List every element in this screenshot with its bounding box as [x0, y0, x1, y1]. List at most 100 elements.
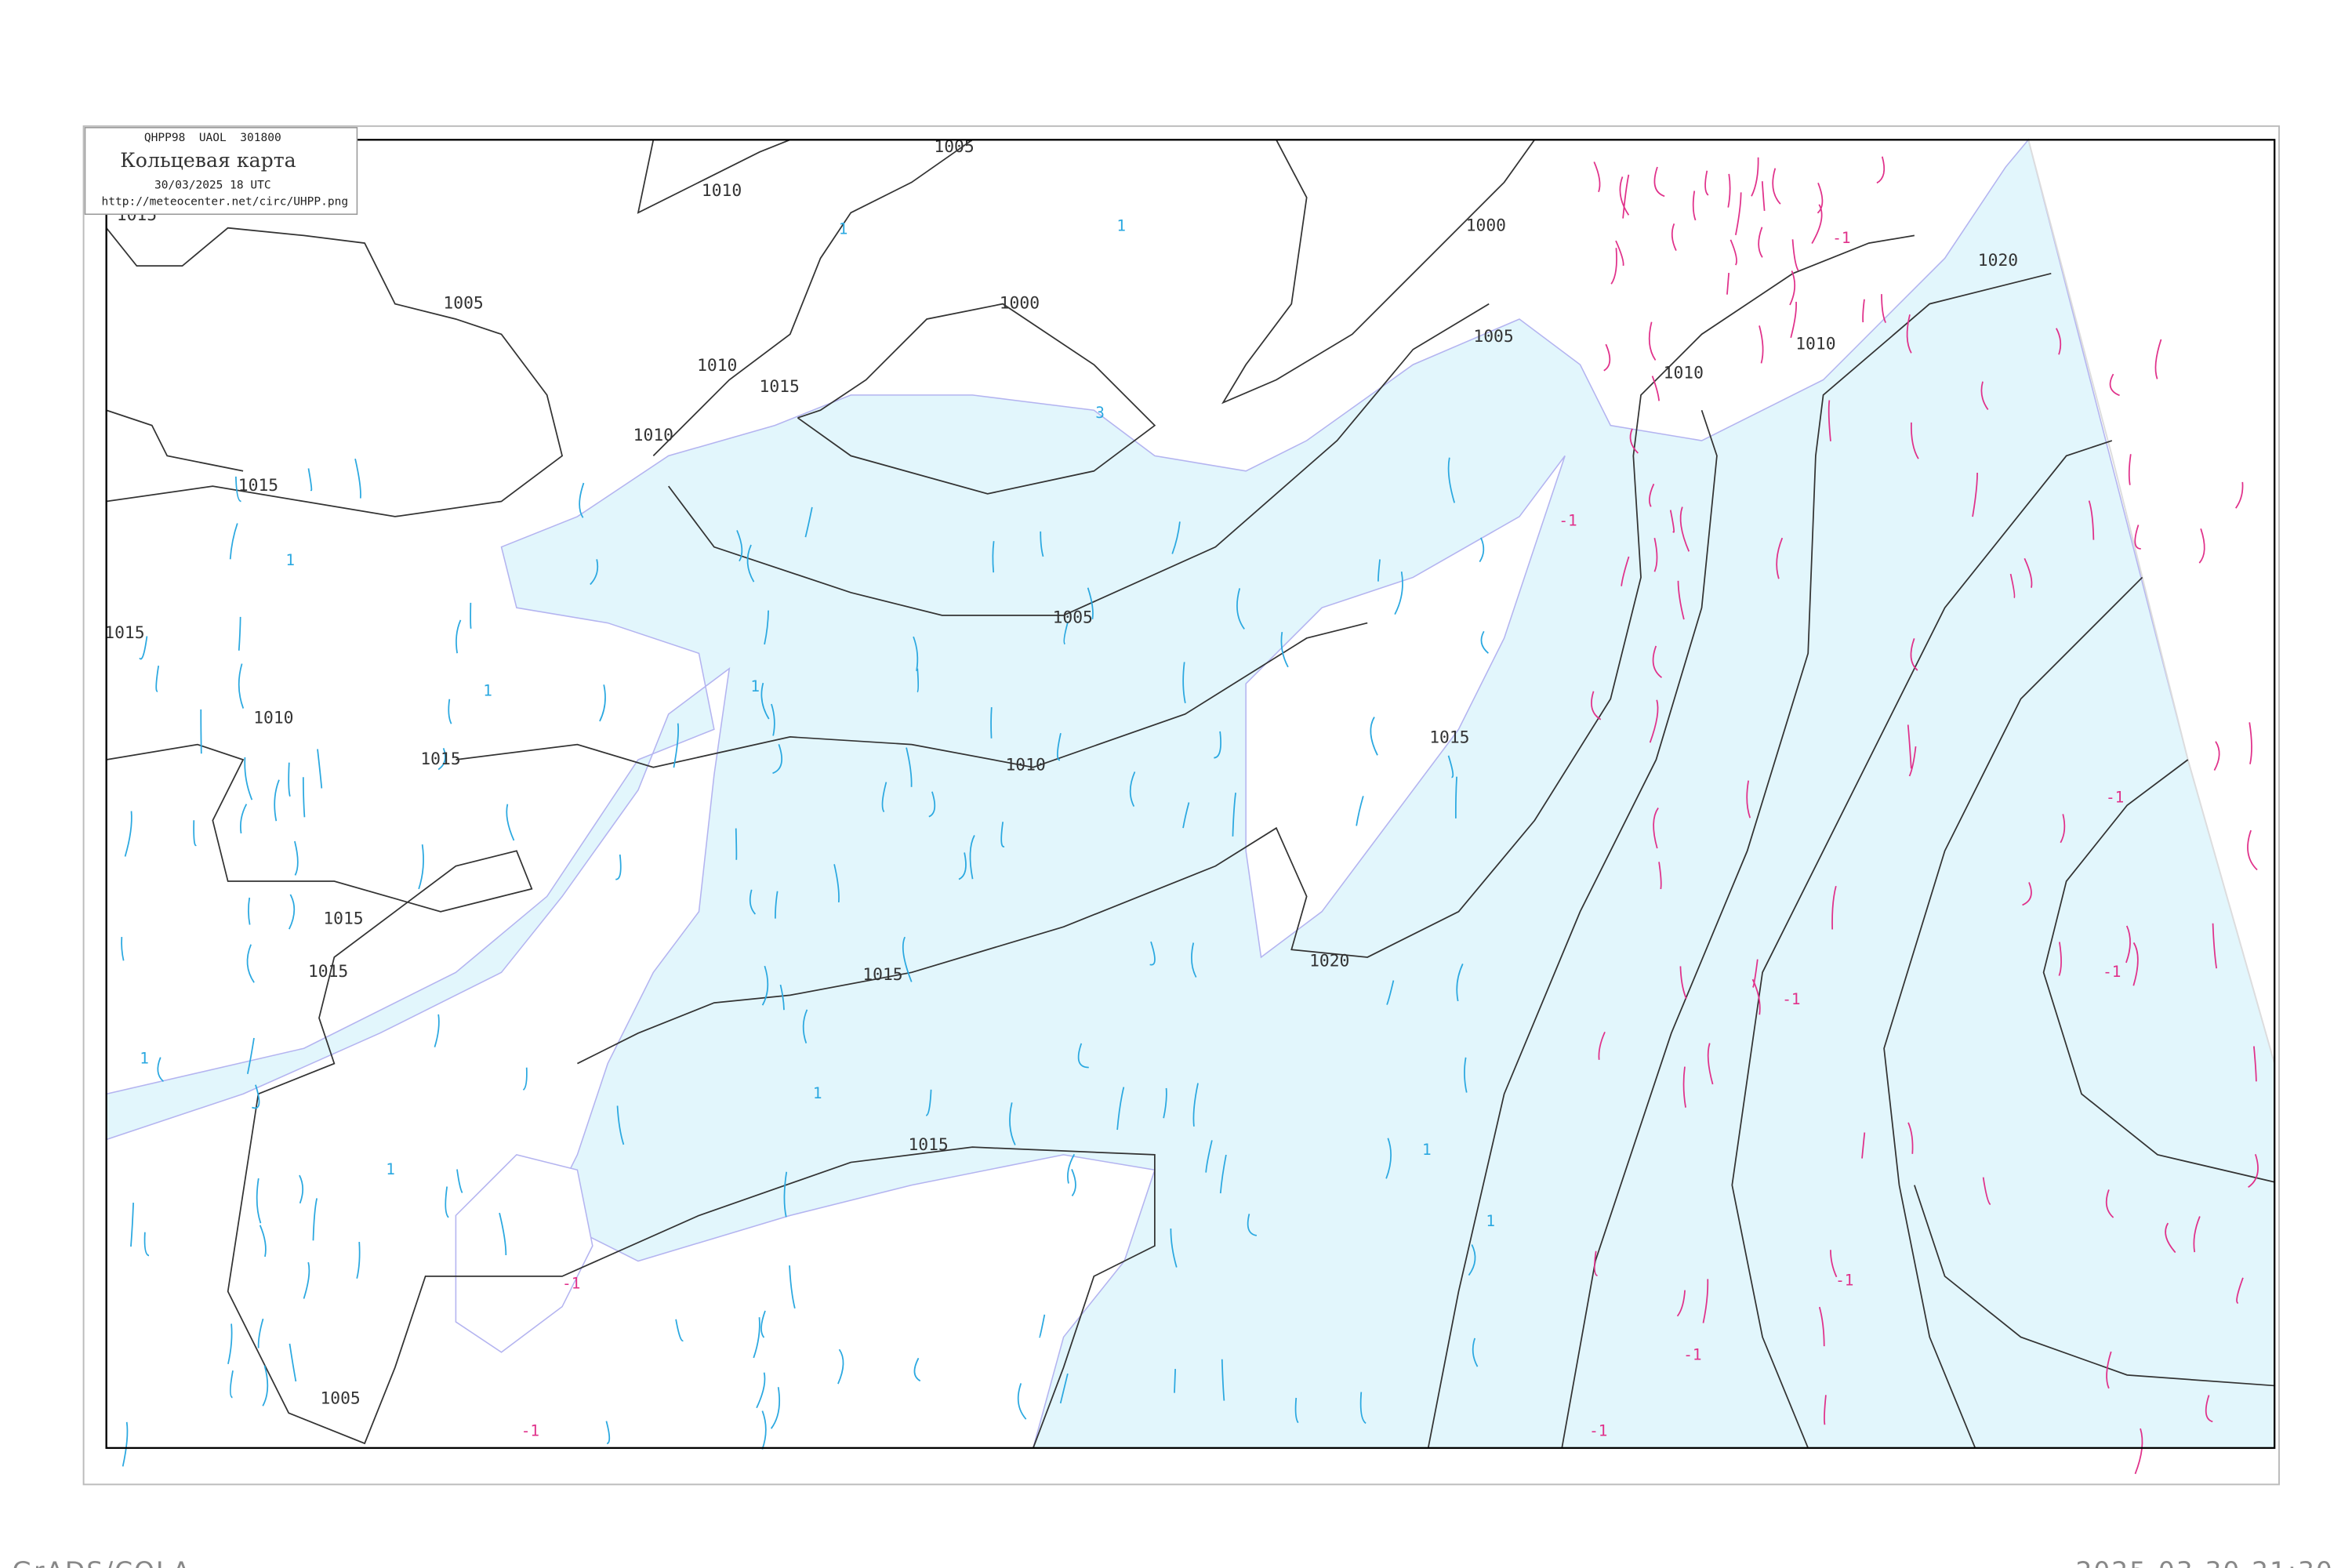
tendency-contour: [252, 1084, 260, 1109]
tendency-label-positive: 1: [1116, 217, 1126, 235]
tendency-contour: [958, 852, 967, 880]
tendency-label-negative: -1: [2106, 788, 2124, 806]
tendency-contour: [1862, 299, 1865, 323]
tendency-contour: [1751, 157, 1759, 197]
tendency-label-negative: -1: [1589, 1421, 1607, 1439]
isobar-label: 1015: [323, 909, 363, 928]
tendency-contour: [122, 1421, 129, 1467]
tendency-contour: [928, 791, 936, 818]
tendency-contour: [1759, 325, 1764, 364]
tendency-contour: [193, 820, 197, 847]
tendency-contour: [470, 602, 472, 629]
tendency-contour: [1702, 1279, 1709, 1323]
tendency-contour: [2249, 722, 2252, 764]
tendency-contour: [456, 1169, 463, 1193]
tendency-contour: [307, 468, 313, 492]
tendency-contour: [1622, 174, 1630, 219]
tendency-contour: [288, 762, 291, 797]
tendency-contour: [2212, 923, 2217, 969]
tendency-contour: [1758, 227, 1763, 258]
tendency-contour: [1653, 166, 1665, 198]
tendency-contour: [1861, 1132, 1866, 1159]
tendency-contour: [771, 703, 775, 736]
tendency-contour: [1059, 1373, 1069, 1404]
tendency-label-positive: 1: [140, 1050, 149, 1068]
title-box: QHPP98 UAOL 301800 Кольцевая карта 30/03…: [84, 127, 358, 216]
tendency-contour: [1192, 1083, 1199, 1127]
tendency-contour: [2105, 1189, 2114, 1218]
tendency-contour: [1791, 239, 1799, 271]
tendency-contour: [302, 777, 306, 818]
tendency-contour: [262, 1365, 269, 1406]
isobar-line: [106, 743, 533, 1095]
tendency-contour: [760, 682, 770, 720]
tendency-contour: [2106, 1351, 2112, 1389]
tendency-contour: [1163, 1087, 1167, 1119]
tendency-contour: [2134, 524, 2141, 550]
isobar-label: 1015: [760, 377, 800, 397]
tendency-contour: [445, 1186, 449, 1218]
tendency-contour: [1610, 248, 1617, 285]
tendency-contour: [2154, 339, 2162, 379]
tendency-label-positive: 1: [386, 1160, 395, 1178]
tendency-contour: [1980, 381, 1989, 410]
tendency-contour: [615, 854, 622, 880]
tendency-contour: [303, 1261, 310, 1299]
tendency-contour: [1619, 176, 1630, 216]
tendency-contour: [1182, 662, 1186, 704]
tendency-contour: [1707, 1043, 1714, 1085]
tendency-contour: [1692, 191, 1697, 221]
tendency-contour: [1129, 771, 1136, 807]
tendency-contour: [248, 897, 251, 925]
tendency-contour: [1727, 173, 1731, 208]
tendency-contour: [259, 1225, 267, 1258]
isobar-line: [2042, 759, 2275, 1183]
tendency-contour: [1911, 422, 1919, 459]
tendency-contour: [246, 944, 255, 983]
tendency-contour: [121, 937, 125, 961]
tendency-contour: [124, 811, 132, 857]
tendency-contour: [1247, 1214, 1258, 1236]
tendency-label-negative: -1: [1559, 512, 1577, 530]
tendency-contour: [1219, 1154, 1227, 1194]
tendency-contour: [1232, 793, 1236, 837]
tendency-label-positive: 1: [813, 1084, 822, 1102]
tendency-contour: [1056, 732, 1062, 761]
tendency-contour: [256, 1178, 262, 1224]
tendency-contour: [1789, 270, 1795, 306]
tendency-contour: [1615, 240, 1624, 267]
isobar-label: 1005: [320, 1389, 360, 1409]
tendency-contour: [257, 1318, 264, 1348]
isobar-label: 1015: [1429, 728, 1469, 748]
isobar-line: [1731, 440, 2113, 1449]
tendency-contour: [1067, 1153, 1076, 1184]
tendency-contour: [1982, 1177, 1991, 1206]
isobar-label: 1005: [1053, 608, 1093, 628]
footer-right: 2025-03-30-21:30: [2076, 1556, 2334, 1568]
tendency-label-positive: 1: [285, 551, 295, 569]
map-area: 1005 1010 1015 1000 1005 1010 1015 1010 1015 1015…: [104, 137, 2276, 1475]
tendency-contour: [2198, 528, 2205, 564]
isobar-label: 1015: [862, 965, 902, 985]
tendency-contour: [289, 894, 296, 930]
tendency-contour: [1359, 1392, 1367, 1425]
tendency-contour: [1677, 580, 1685, 620]
tendency-contours: [121, 156, 2259, 1475]
tendency-contour: [289, 1343, 297, 1382]
tendency-contour: [1818, 1306, 1825, 1347]
tendency-contour: [356, 1242, 361, 1279]
tendency-contour: [274, 779, 280, 822]
isobar-label: 1010: [697, 356, 737, 376]
tendency-contour: [1370, 717, 1378, 756]
isobar-label: 1005: [443, 293, 483, 313]
tendency-contour: [1972, 472, 1978, 517]
isobar-label: 1015: [104, 623, 144, 643]
tendency-contour: [1676, 1290, 1686, 1317]
isobar-line: [1561, 272, 2052, 1449]
tendency-contour: [1236, 588, 1245, 630]
tendency-contour: [916, 668, 920, 693]
isobar-label: 1010: [633, 426, 673, 445]
tendency-contour: [1907, 1122, 1914, 1154]
isobar-line: [668, 303, 1490, 616]
tendency-contour: [1831, 885, 1837, 930]
